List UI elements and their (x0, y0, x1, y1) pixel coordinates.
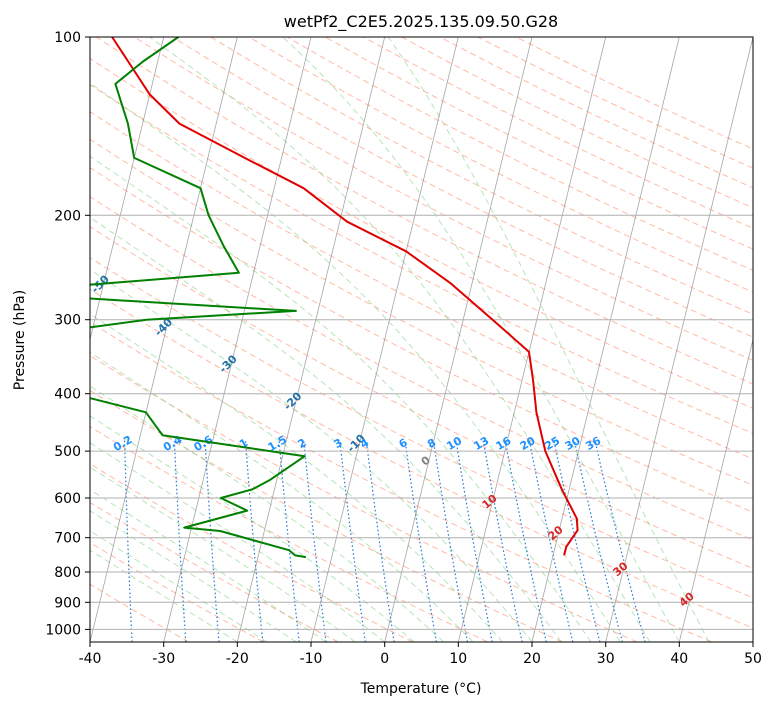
mixing-ratio-line (594, 440, 646, 642)
dry-adiabat (90, 111, 753, 460)
mixing-ratio-line (528, 440, 574, 642)
moist-adiabat (90, 442, 386, 642)
moist-adiabat (90, 82, 621, 642)
dry-adiabat (90, 389, 563, 642)
moist-adiabat (90, 216, 562, 642)
pressure-gridlines (90, 37, 753, 630)
isotherm-line (678, 337, 753, 642)
moist-adiabat (90, 466, 356, 642)
dry-adiabat (90, 84, 753, 434)
mixing-ratio-line (404, 440, 437, 642)
moist-adiabat (90, 351, 474, 642)
moist-adiabat (90, 415, 415, 642)
mixing-ratio-line (173, 440, 187, 642)
y-tick-label: 800 (54, 565, 81, 581)
dry-adiabat (90, 425, 488, 642)
dry-adiabat (90, 321, 712, 642)
dry-adiabat (134, 37, 753, 361)
x-axis-ticks: -40 -30 -20 -10 0 10 20 30 40 50 (79, 642, 762, 667)
mixing-ratio-line (432, 440, 469, 642)
mixing-ratio-line (278, 440, 300, 642)
x-tick-label: -10 (300, 651, 323, 667)
isotherm-line (457, 37, 607, 642)
isotherm-line (531, 37, 680, 642)
moist-adiabat (387, 37, 710, 642)
dry-adiabat (90, 463, 414, 642)
chart-title: wetPf2_C2E5.2025.135.09.50.G28 (284, 12, 558, 32)
y-axis-label: Pressure (hPa) (12, 290, 28, 390)
mixing-ratio-line (303, 440, 327, 642)
mixing-ratio-line (455, 440, 493, 642)
isotherm-line (90, 37, 165, 342)
isotherm-line (752, 640, 753, 642)
mixing-ratio-line (204, 440, 220, 642)
plot-frame (89, 36, 754, 643)
y-tick-label: 400 (54, 387, 81, 403)
y-tick-label: 700 (54, 531, 81, 547)
isotherm-line (605, 37, 753, 642)
isotherm-line (90, 37, 238, 642)
y-tick-label: 500 (54, 444, 81, 460)
mixing-ratio-line (553, 440, 601, 642)
dry-adiabat (90, 167, 753, 513)
y-tick-label: 300 (54, 313, 81, 329)
y-axis-ticks: 100 200 300 400 500 600 700 800 900 1000 (45, 30, 90, 638)
x-tick-label: 20 (523, 651, 541, 667)
y-tick-label: 1000 (45, 622, 81, 638)
x-tick-label: 0 (380, 651, 389, 667)
isotherm-line (384, 37, 533, 642)
y-tick-label: 900 (54, 595, 81, 611)
mixing-ratio-line (504, 440, 547, 642)
profile-series (90, 37, 579, 559)
x-tick-label: -30 (152, 651, 175, 667)
dry-adiabat (90, 355, 638, 642)
mixing-ratio-line (124, 440, 133, 642)
x-tick-label: 30 (597, 651, 615, 667)
mixing-ratio-line (339, 440, 366, 642)
y-tick-label: 600 (54, 491, 81, 507)
moist-adiabat (90, 385, 444, 642)
mixing-ratio-line (244, 440, 264, 642)
background-lines (90, 37, 753, 642)
isotherm-label: -60 (28, 218, 51, 241)
x-tick-label: 40 (670, 651, 688, 667)
mixing-ratio-line (482, 440, 523, 642)
y-tick-label: 200 (54, 208, 81, 224)
x-tick-label: -20 (226, 651, 249, 667)
moist-adiabat (90, 489, 326, 642)
x-tick-label: -40 (79, 651, 102, 667)
moist-adiabat (90, 313, 503, 642)
dewpoint-profile (90, 37, 307, 559)
isotherm-line (310, 37, 459, 642)
x-tick-label: 50 (744, 651, 762, 667)
dry-adiabat (248, 37, 753, 293)
moist-adiabat (90, 268, 533, 642)
mixing-ratio-line (573, 440, 623, 642)
moist-adiabat (90, 155, 592, 642)
isotherm-line (236, 37, 386, 642)
dry-adiabat (90, 583, 190, 642)
temperature-profile (111, 37, 579, 556)
isotherm-line (163, 37, 312, 642)
moist-adiabat (282, 37, 680, 642)
dry-adiabat (90, 196, 753, 541)
x-tick-label: 10 (449, 651, 467, 667)
y-tick-label: 100 (54, 30, 81, 46)
dry-adiabat (172, 37, 753, 338)
x-axis-label: Temperature (°C) (360, 681, 482, 697)
